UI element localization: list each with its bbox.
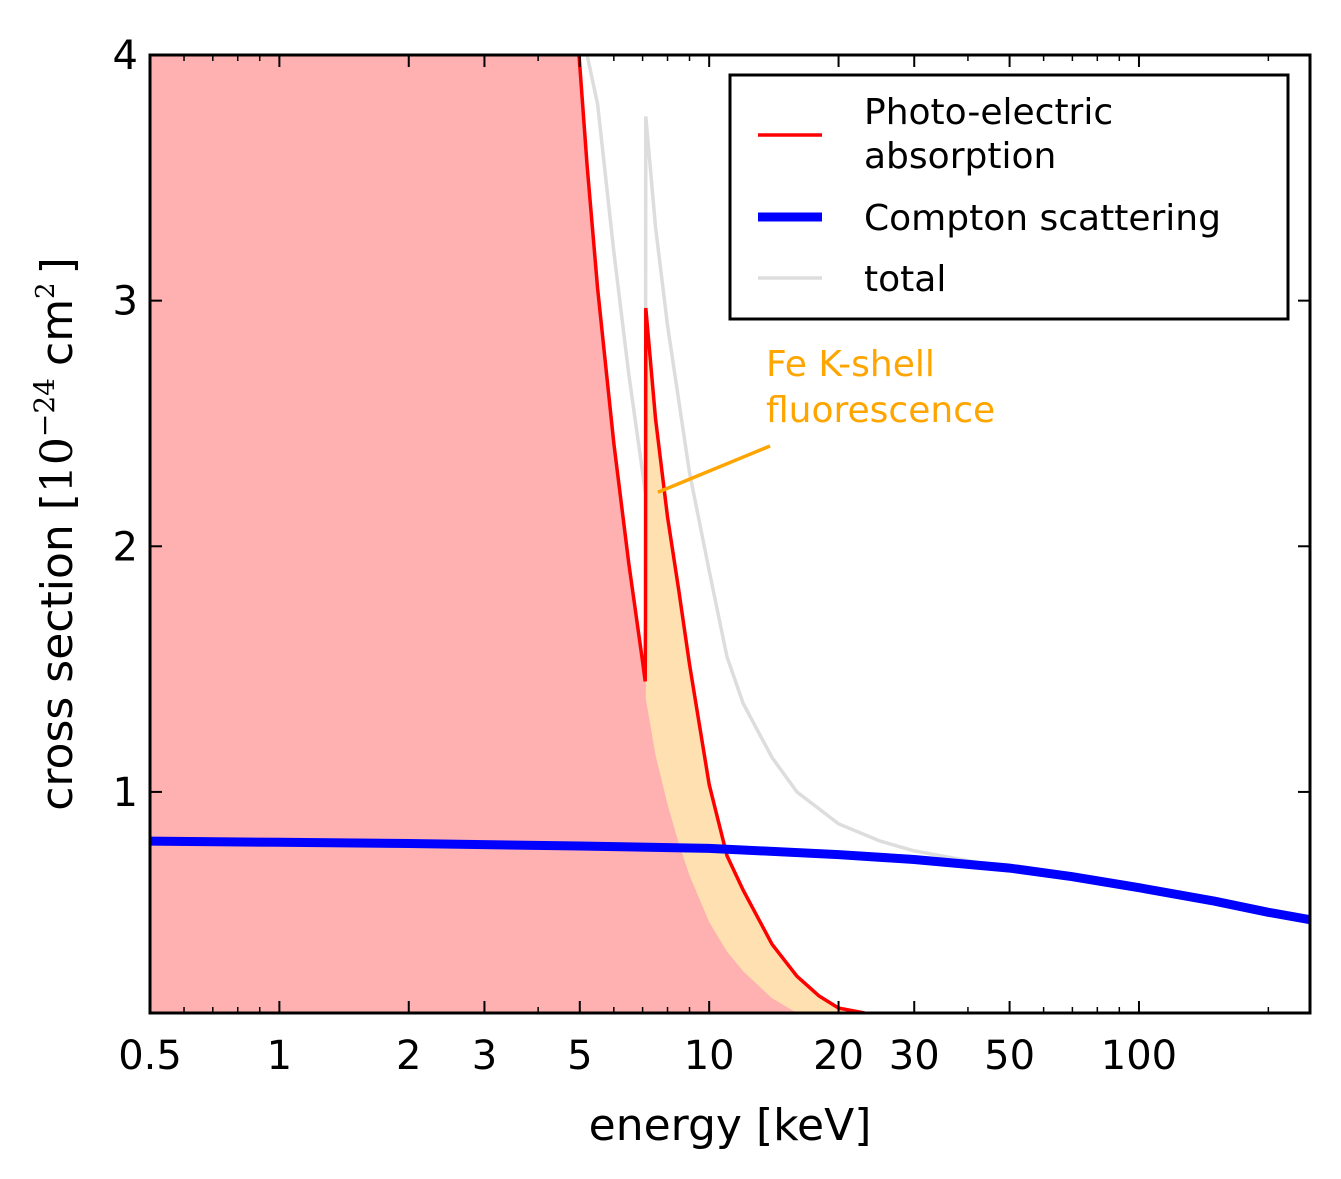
annotation-pointer — [657, 444, 771, 494]
x-tick-label: 100 — [1101, 1033, 1177, 1079]
x-axis-title: energy [keV] — [589, 1100, 872, 1151]
legend: Photo-electric absorption Compton scatte… — [728, 73, 1290, 321]
y-tick-label: 3 — [113, 279, 138, 325]
legend-box — [728, 73, 1290, 321]
annotation-line2: fluorescence — [766, 390, 995, 431]
plot-area — [150, 55, 1310, 1013]
annotation-line1: Fe K-shell — [766, 344, 935, 385]
x-tick-label: 30 — [889, 1033, 940, 1079]
x-tick-label: 3 — [472, 1033, 497, 1079]
y-tick-label: 2 — [113, 524, 138, 570]
x-tick-label: 1 — [267, 1033, 292, 1079]
x-tick-label: 10 — [684, 1033, 735, 1079]
x-tick-label: 20 — [813, 1033, 864, 1079]
x-tick-label: 0.5 — [118, 1033, 182, 1079]
legend-label-compton: Compton scattering — [864, 198, 1221, 239]
y-axis-title: cross section [10−24cm2] — [28, 257, 83, 811]
y-tick-label: 1 — [113, 770, 138, 816]
fluorescence-annotation: Fe K-shell fluorescence — [657, 344, 995, 494]
photo-electric-series-line — [577, 55, 865, 1013]
legend-label-total: total — [864, 259, 946, 300]
y-tick-label: 4 — [113, 33, 138, 79]
y-axis: 1 2 3 4 — [113, 33, 1310, 816]
x-tick-label: 5 — [567, 1033, 592, 1079]
x-axis: 0.5 1 2 3 5 10 20 30 50 100 — [118, 55, 1270, 1079]
legend-label-photo-electric-1: Photo-electric — [864, 92, 1113, 133]
legend-label-photo-electric-2: absorption — [864, 136, 1056, 177]
fluorescence-fill — [645, 308, 865, 1013]
x-tick-label: 50 — [984, 1033, 1035, 1079]
compton-series-line — [150, 836, 1310, 925]
x-tick-label: 2 — [396, 1033, 421, 1079]
total-series-line — [585, 55, 1010, 870]
plot-frame — [148, 53, 1312, 1015]
